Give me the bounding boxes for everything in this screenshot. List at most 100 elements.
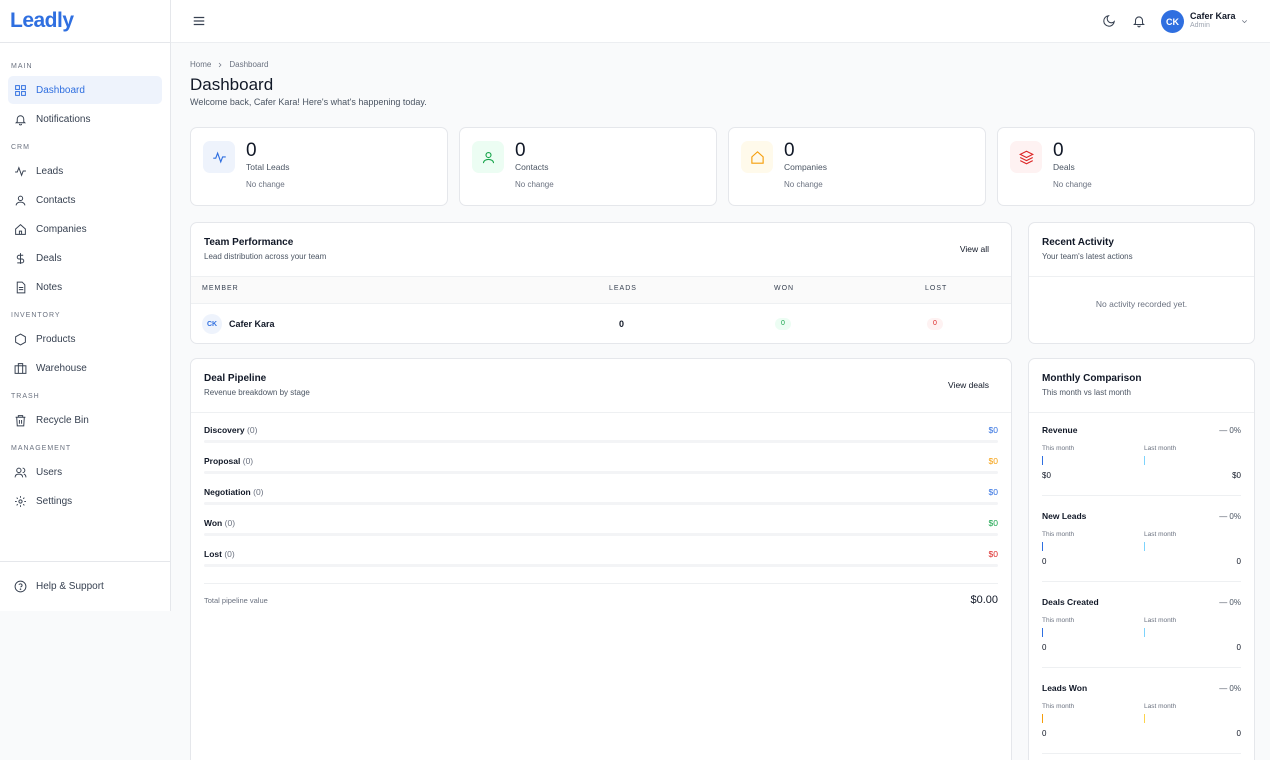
card-subtitle: Revenue breakdown by stage <box>204 388 310 397</box>
divider <box>1042 667 1241 668</box>
stat-value: 0 <box>246 140 257 161</box>
stat-change: No change <box>1053 180 1092 189</box>
stat-icon-wrap <box>203 141 235 173</box>
sidebar: Leadly MAIN Dashboard Notifications CRM … <box>0 0 171 611</box>
this-month-value: 0 <box>1042 729 1047 738</box>
user-icon <box>15 195 26 205</box>
stat-card-contacts[interactable]: 0 Contacts No change <box>459 127 717 206</box>
metric-name: New Leads <box>1042 511 1087 521</box>
sidebar-item-help[interactable]: Help & Support <box>8 572 162 600</box>
this-month-value: 0 <box>1042 643 1047 652</box>
dollar-icon <box>16 252 25 264</box>
stat-label: Companies <box>784 162 827 172</box>
deal-pipeline-card: Deal Pipeline Revenue breakdown by stage… <box>190 358 1012 760</box>
stage-bar <box>204 440 998 443</box>
last-month-bar <box>1144 542 1145 551</box>
sidebar-footer: Help & Support <box>0 561 170 611</box>
sidebar-item-notes[interactable]: Notes <box>8 273 162 301</box>
column-header: WON <box>774 285 795 292</box>
user-role: Admin <box>1190 22 1210 29</box>
sidebar-item-notifications[interactable]: Notifications <box>8 105 162 133</box>
sidebar-item-users[interactable]: Users <box>8 458 162 486</box>
card-title: Recent Activity <box>1042 237 1114 248</box>
metric-name: Revenue <box>1042 425 1078 435</box>
total-label: Total pipeline value <box>204 596 268 605</box>
divider <box>1042 581 1241 582</box>
stat-icon-wrap <box>472 141 504 173</box>
menu-icon[interactable] <box>192 14 206 28</box>
stage-bar <box>204 564 998 567</box>
bell-icon[interactable] <box>1132 14 1146 28</box>
avatar[interactable]: CK <box>1161 10 1184 33</box>
stat-change: No change <box>515 180 554 189</box>
view-deals-link[interactable]: View deals <box>948 380 989 390</box>
stage-label: Discovery (0) <box>204 425 257 435</box>
last-month-bar <box>1144 714 1145 723</box>
this-month-label: This month <box>1042 617 1075 624</box>
sidebar-item-deals[interactable]: Deals <box>8 244 162 272</box>
divider <box>1029 412 1254 413</box>
monthly-comparison-card: Monthly Comparison This month vs last mo… <box>1028 358 1255 760</box>
stat-card-companies[interactable]: 0 Companies No change <box>728 127 986 206</box>
moon-icon[interactable] <box>1102 14 1116 28</box>
stat-card-leads[interactable]: 0 Total Leads No change <box>190 127 448 206</box>
stage-label: Proposal (0) <box>204 456 253 466</box>
sidebar-item-dashboard[interactable]: Dashboard <box>8 76 162 104</box>
stage-bar <box>204 533 998 536</box>
stat-icon-wrap <box>741 141 773 173</box>
topbar: CK Cafer Kara Admin <box>171 0 1270 43</box>
sidebar-item-warehouse[interactable]: Warehouse <box>8 354 162 382</box>
divider <box>1029 276 1254 277</box>
hexagon-icon <box>15 333 26 345</box>
sidebar-item-products[interactable]: Products <box>8 325 162 353</box>
view-all-link[interactable]: View all <box>959 244 989 254</box>
breadcrumb-home[interactable]: Home <box>190 60 212 69</box>
divider <box>1042 753 1241 754</box>
chevron-down-icon[interactable] <box>1240 17 1249 26</box>
sidebar-item-label: Notifications <box>36 113 91 125</box>
member-name[interactable]: Cafer Kara <box>229 319 275 329</box>
divider <box>1042 495 1241 496</box>
stage-bar <box>204 502 998 505</box>
gear-icon <box>15 495 26 507</box>
this-month-bar <box>1042 714 1043 723</box>
logo[interactable]: Leadly <box>10 9 74 32</box>
stat-icon-wrap <box>1010 141 1042 173</box>
sidebar-item-companies[interactable]: Companies <box>8 215 162 243</box>
file-text-icon <box>16 281 26 293</box>
users-icon <box>14 467 27 477</box>
last-month-bar <box>1144 456 1145 465</box>
stage-label: Lost (0) <box>204 549 235 559</box>
nav-section-main: MAIN <box>11 63 33 70</box>
sidebar-item-settings[interactable]: Settings <box>8 487 162 515</box>
this-month-label: This month <box>1042 445 1075 452</box>
stage-value: $0 <box>988 425 998 435</box>
sidebar-item-label: Leads <box>36 165 64 177</box>
metric-change: — 0% <box>1219 598 1241 607</box>
sidebar-item-label: Recycle Bin <box>36 414 89 426</box>
nav-section-management: MANAGEMENT <box>11 445 72 452</box>
stage-count: (0) <box>253 487 264 497</box>
sidebar-item-recycle-bin[interactable]: Recycle Bin <box>8 406 162 434</box>
card-title: Deal Pipeline <box>204 373 267 384</box>
stage-name: Discovery <box>204 425 245 435</box>
sidebar-item-label: Products <box>36 333 76 345</box>
stat-card-deals[interactable]: 0 Deals No change <box>997 127 1255 206</box>
bell-icon <box>14 114 27 125</box>
stage-count: (0) <box>242 456 254 466</box>
sidebar-item-label: Users <box>36 466 63 478</box>
user-name[interactable]: Cafer Kara <box>1190 11 1236 21</box>
sidebar-item-leads[interactable]: Leads <box>8 157 162 185</box>
recent-activity-card: Recent Activity Your team's latest actio… <box>1028 222 1255 344</box>
trash-icon <box>15 414 26 426</box>
card-title: Monthly Comparison <box>1042 373 1142 384</box>
this-month-bar <box>1042 456 1043 465</box>
stat-label: Deals <box>1053 162 1075 172</box>
card-subtitle: Lead distribution across your team <box>204 252 327 261</box>
divider <box>204 583 998 584</box>
logo-bar: Leadly <box>0 0 170 43</box>
stat-change: No change <box>784 180 823 189</box>
this-month-bar <box>1042 542 1043 551</box>
sidebar-item-contacts[interactable]: Contacts <box>8 186 162 214</box>
divider <box>191 412 1011 413</box>
